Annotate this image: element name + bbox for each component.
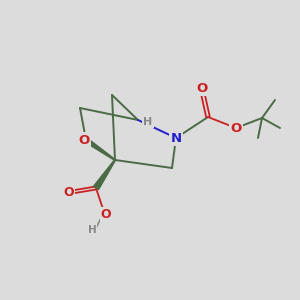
Polygon shape [85, 138, 115, 160]
Polygon shape [94, 160, 116, 190]
Text: O: O [64, 185, 74, 199]
Text: O: O [196, 82, 208, 94]
Text: H: H [88, 225, 96, 235]
Text: N: N [170, 131, 182, 145]
Text: H: H [143, 117, 153, 127]
Text: O: O [230, 122, 242, 134]
Text: O: O [101, 208, 111, 220]
Text: O: O [78, 134, 90, 146]
